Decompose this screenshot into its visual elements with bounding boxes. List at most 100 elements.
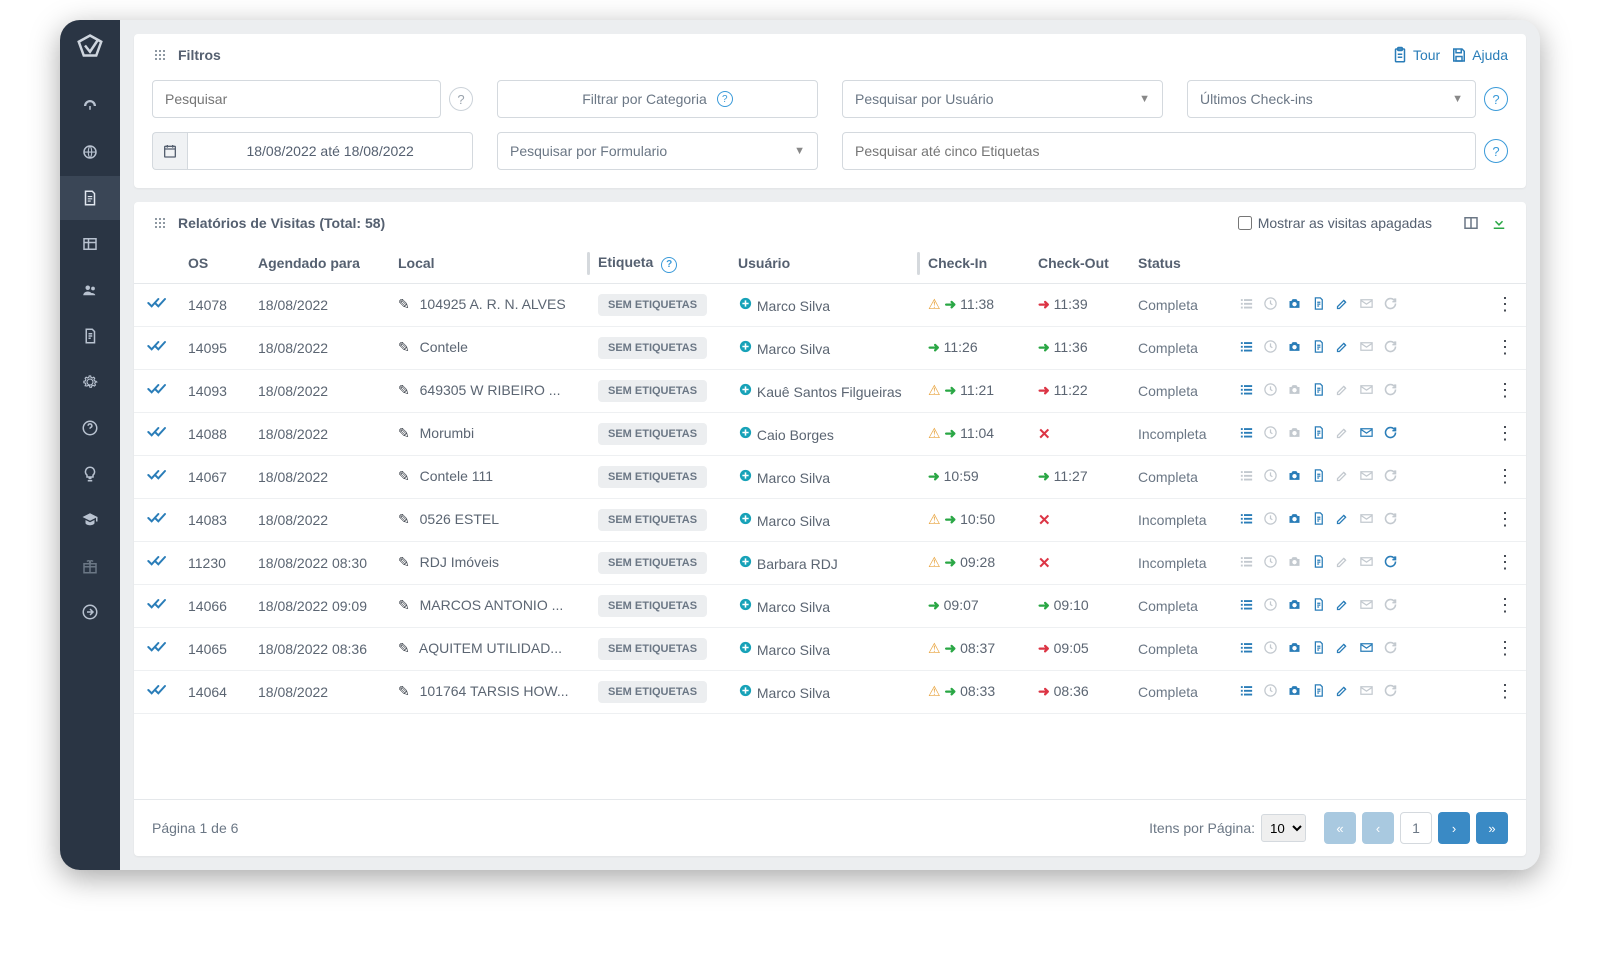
action-doc-icon[interactable] <box>1310 468 1326 486</box>
table-row[interactable]: 14083 18/08/2022 ✎ 0526 ESTEL SEM ETIQUE… <box>134 498 1526 541</box>
tag-pill[interactable]: SEM ETIQUETAS <box>598 294 707 316</box>
action-edit-icon[interactable] <box>1334 296 1350 314</box>
action-edit-icon[interactable] <box>1334 554 1350 572</box>
search-input[interactable] <box>152 80 441 118</box>
action-cam-icon[interactable] <box>1286 554 1302 572</box>
action-list-icon[interactable] <box>1238 382 1254 400</box>
pencil-icon[interactable]: ✎ <box>398 597 410 613</box>
row-menu-icon[interactable]: ⋮ <box>1492 337 1518 357</box>
row-menu-icon[interactable]: ⋮ <box>1492 380 1518 400</box>
table-row[interactable]: 14093 18/08/2022 ✎ 649305 W RIBEIRO ... … <box>134 369 1526 412</box>
action-list-icon[interactable] <box>1238 468 1254 486</box>
tag-pill[interactable]: SEM ETIQUETAS <box>598 509 707 531</box>
action-edit-icon[interactable] <box>1334 339 1350 357</box>
page-first-button[interactable]: « <box>1324 812 1356 844</box>
pencil-icon[interactable]: ✎ <box>398 554 410 570</box>
help-icon[interactable]: ? <box>1484 87 1508 111</box>
plus-circle-icon[interactable] <box>738 341 753 357</box>
nav-education[interactable] <box>60 498 120 542</box>
date-range-input[interactable] <box>187 132 473 170</box>
tag-pill[interactable]: SEM ETIQUETAS <box>598 380 707 402</box>
col-os[interactable]: OS <box>180 244 250 283</box>
tag-pill[interactable]: SEM ETIQUETAS <box>598 466 707 488</box>
row-menu-icon[interactable]: ⋮ <box>1492 681 1518 701</box>
action-cam-icon[interactable] <box>1286 511 1302 529</box>
col-scheduled[interactable]: Agendado para <box>250 244 390 283</box>
action-doc-icon[interactable] <box>1310 683 1326 701</box>
action-cam-icon[interactable] <box>1286 339 1302 357</box>
action-cam-icon[interactable] <box>1286 683 1302 701</box>
checkins-select[interactable]: Últimos Check-ins▼ <box>1187 80 1476 118</box>
table-row[interactable]: 14088 18/08/2022 ✎ Morumbi SEM ETIQUETAS… <box>134 412 1526 455</box>
page-prev-button[interactable]: ‹ <box>1362 812 1394 844</box>
pencil-icon[interactable]: ✎ <box>398 382 410 398</box>
plus-circle-icon[interactable] <box>738 556 753 572</box>
action-list-icon[interactable] <box>1238 339 1254 357</box>
row-menu-icon[interactable]: ⋮ <box>1492 466 1518 486</box>
nav-dashboard[interactable] <box>60 84 120 128</box>
plus-circle-icon[interactable] <box>738 599 753 615</box>
table-row[interactable]: 14065 18/08/2022 08:36 ✎ AQUITEM UTILIDA… <box>134 627 1526 670</box>
table-row[interactable]: 14067 18/08/2022 ✎ Contele 111 SEM ETIQU… <box>134 455 1526 498</box>
table-row[interactable]: 14064 18/08/2022 ✎ 101764 TARSIS HOW... … <box>134 670 1526 713</box>
action-list-icon[interactable] <box>1238 425 1254 443</box>
pencil-icon[interactable]: ✎ <box>398 339 410 355</box>
action-mail-icon[interactable] <box>1358 554 1374 572</box>
table-row[interactable]: 14078 18/08/2022 ✎ 104925 A. R. N. ALVES… <box>134 283 1526 326</box>
action-edit-icon[interactable] <box>1334 511 1350 529</box>
col-checkin[interactable]: Check-In <box>920 244 1030 283</box>
page-last-button[interactable]: » <box>1476 812 1508 844</box>
action-clock-icon[interactable] <box>1262 425 1278 443</box>
col-local[interactable]: Local <box>390 244 590 283</box>
action-ref-icon[interactable] <box>1382 382 1398 400</box>
download-icon[interactable] <box>1490 214 1508 232</box>
col-user[interactable]: Usuário <box>730 244 920 283</box>
action-ref-icon[interactable] <box>1382 511 1398 529</box>
tag-pill[interactable]: SEM ETIQUETAS <box>598 638 707 660</box>
pencil-icon[interactable]: ✎ <box>398 683 410 699</box>
help-link[interactable]: Ajuda <box>1450 46 1508 64</box>
plus-circle-icon[interactable] <box>738 642 753 658</box>
action-clock-icon[interactable] <box>1262 640 1278 658</box>
action-edit-icon[interactable] <box>1334 425 1350 443</box>
action-doc-icon[interactable] <box>1310 597 1326 615</box>
action-doc-icon[interactable] <box>1310 511 1326 529</box>
action-edit-icon[interactable] <box>1334 468 1350 486</box>
action-edit-icon[interactable] <box>1334 382 1350 400</box>
action-clock-icon[interactable] <box>1262 468 1278 486</box>
table-row[interactable]: 11230 18/08/2022 08:30 ✎ RDJ Imóveis SEM… <box>134 541 1526 584</box>
action-clock-icon[interactable] <box>1262 296 1278 314</box>
pencil-icon[interactable]: ✎ <box>398 425 410 441</box>
col-status[interactable]: Status <box>1130 244 1230 283</box>
calendar-icon[interactable] <box>152 132 187 170</box>
action-mail-icon[interactable] <box>1358 597 1374 615</box>
plus-circle-icon[interactable] <box>738 298 753 314</box>
action-list-icon[interactable] <box>1238 554 1254 572</box>
action-list-icon[interactable] <box>1238 683 1254 701</box>
table-row[interactable]: 14066 18/08/2022 09:09 ✎ MARCOS ANTONIO … <box>134 584 1526 627</box>
action-ref-icon[interactable] <box>1382 597 1398 615</box>
action-cam-icon[interactable] <box>1286 425 1302 443</box>
action-list-icon[interactable] <box>1238 640 1254 658</box>
pencil-icon[interactable]: ✎ <box>398 511 410 527</box>
action-mail-icon[interactable] <box>1358 683 1374 701</box>
tag-pill[interactable]: SEM ETIQUETAS <box>598 337 707 359</box>
action-mail-icon[interactable] <box>1358 296 1374 314</box>
action-doc-icon[interactable] <box>1310 640 1326 658</box>
nav-users[interactable] <box>60 268 120 312</box>
nav-document[interactable] <box>60 314 120 358</box>
row-menu-icon[interactable]: ⋮ <box>1492 638 1518 658</box>
show-deleted-checkbox[interactable] <box>1238 216 1252 230</box>
help-icon[interactable]: ? <box>1484 139 1508 163</box>
plus-circle-icon[interactable] <box>738 685 753 701</box>
nav-table[interactable] <box>60 222 120 266</box>
action-cam-icon[interactable] <box>1286 597 1302 615</box>
action-mail-icon[interactable] <box>1358 468 1374 486</box>
category-filter[interactable]: Filtrar por Categoria? <box>497 80 818 118</box>
action-mail-icon[interactable] <box>1358 511 1374 529</box>
tag-pill[interactable]: SEM ETIQUETAS <box>598 552 707 574</box>
plus-circle-icon[interactable] <box>738 384 753 400</box>
action-cam-icon[interactable] <box>1286 382 1302 400</box>
tag-pill[interactable]: SEM ETIQUETAS <box>598 595 707 617</box>
action-cam-icon[interactable] <box>1286 640 1302 658</box>
